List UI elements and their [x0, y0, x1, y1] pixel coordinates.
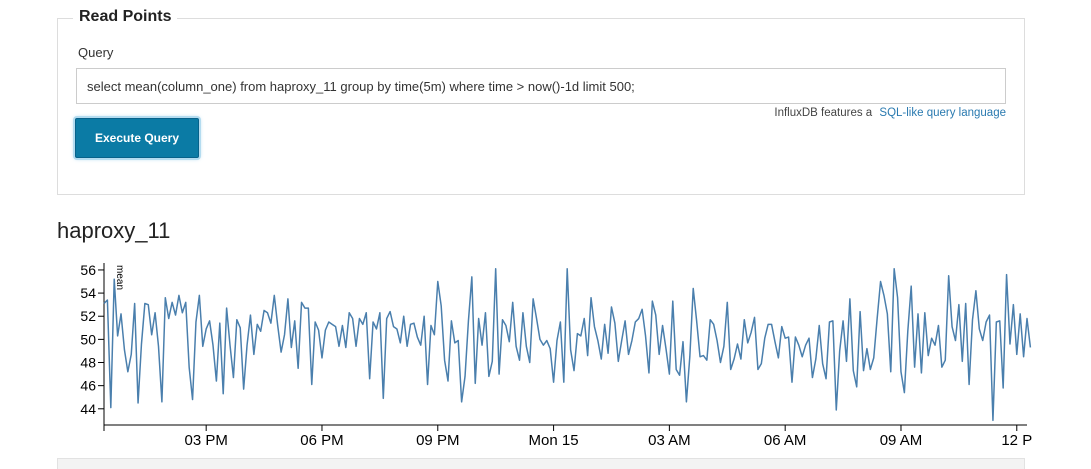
x-tick-label-5: 06 AM	[764, 432, 807, 449]
x-tick-label-0: 03 PM	[184, 432, 227, 449]
y-tick-label-46: 46	[80, 378, 96, 394]
x-tick-label-7: 12 P	[1001, 432, 1032, 449]
query-hint-text: InfluxDB features a	[774, 107, 873, 119]
x-tick-label-6: 09 AM	[880, 432, 923, 449]
line-chart: 44 46 48 50 52 54 56 mean 03 PM 06 PM 09 PM Mon 15 0…	[80, 262, 1032, 449]
y-tick-label-44: 44	[80, 401, 96, 417]
x-tick-label-1: 06 PM	[300, 432, 343, 449]
read-points-panel	[57, 18, 1025, 195]
x-tick-label-3: Mon 15	[529, 432, 579, 449]
y-tick-label-50: 50	[80, 331, 96, 347]
y-tick-label-52: 52	[80, 308, 96, 324]
next-panel-edge	[57, 458, 1025, 469]
query-input[interactable]	[76, 68, 1006, 104]
query-label: Query	[78, 45, 114, 60]
y-axis-label: mean	[114, 265, 125, 290]
series-title: haproxy_11	[57, 218, 171, 243]
y-tick-label-48: 48	[80, 355, 96, 371]
sql-language-link[interactable]: SQL-like query language	[879, 107, 1006, 119]
x-tick-label-4: 03 AM	[648, 432, 691, 449]
series-line-0	[103, 268, 1032, 422]
execute-query-button[interactable]: Execute Query	[75, 118, 199, 158]
read-points-legend: Read Points	[73, 8, 178, 26]
y-tick-label-56: 56	[80, 262, 96, 278]
x-tick-label-2: 09 PM	[416, 432, 459, 449]
y-tick-label-54: 54	[80, 285, 96, 301]
query-hint: InfluxDB features a SQL-like query langu…	[774, 107, 1006, 119]
